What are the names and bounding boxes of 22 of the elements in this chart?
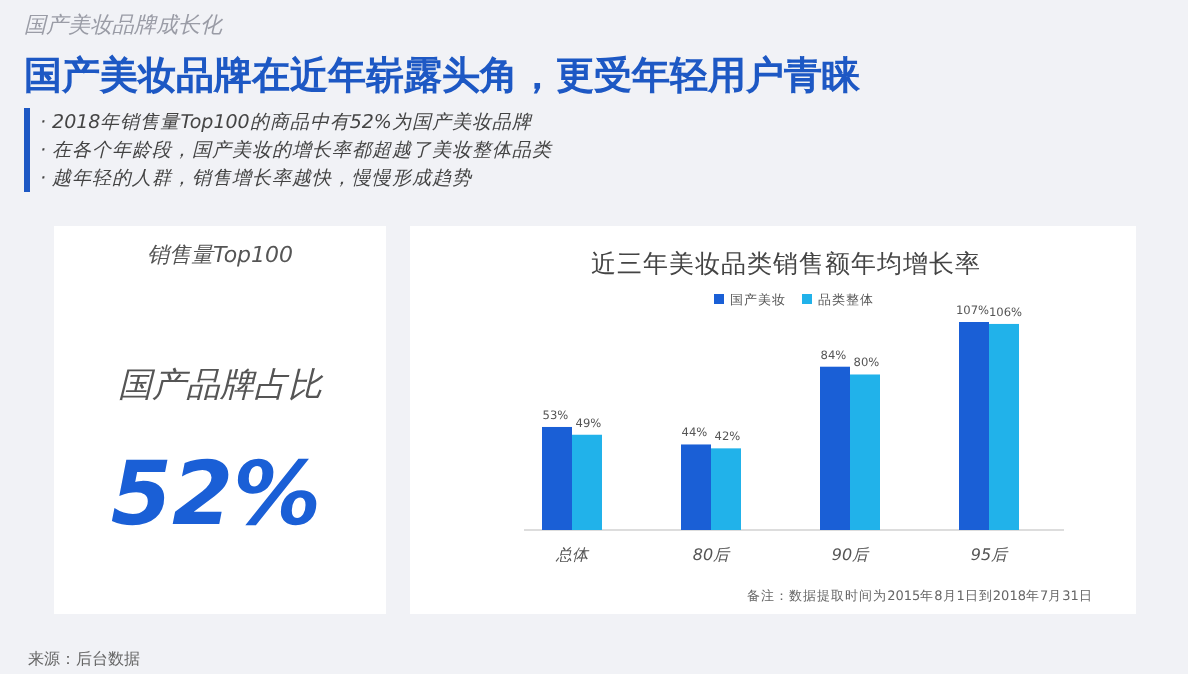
bar (542, 426, 572, 530)
text: · 越年轻的人群，销售增长率越快，慢慢形成趋势 (40, 166, 475, 190)
text: · 在各个年龄段，国产美妆的增长率都超越了美妆整体品类 (40, 138, 555, 162)
bar (572, 434, 602, 530)
text: · 2018年销售量Top100的商品中有52%为国产美妆品牌 (40, 110, 534, 134)
bar (959, 322, 989, 530)
text: 52% (110, 444, 322, 546)
x-tick-label: 90后 (831, 546, 871, 564)
x-tick-label: 95后 (970, 546, 1010, 564)
bar (820, 366, 850, 530)
text: 国产品牌占比 (118, 366, 324, 406)
x-tick-label: 总体 (554, 546, 590, 564)
bar (850, 374, 880, 530)
bar (989, 323, 1019, 530)
text: 销售量Top100 (146, 242, 294, 268)
x-tick-label: 80后 (692, 546, 732, 564)
bar (681, 444, 711, 530)
bar (711, 448, 741, 530)
text: 国产美妆品牌在近年崭露头角，更受年轻用户青睐 (24, 54, 862, 98)
chart-title: 近三年美妆品类销售额年均增长率 (591, 248, 981, 278)
source-note: 来源：后台数据 (28, 650, 140, 668)
text: 国产美妆品牌成长化 (24, 12, 224, 38)
